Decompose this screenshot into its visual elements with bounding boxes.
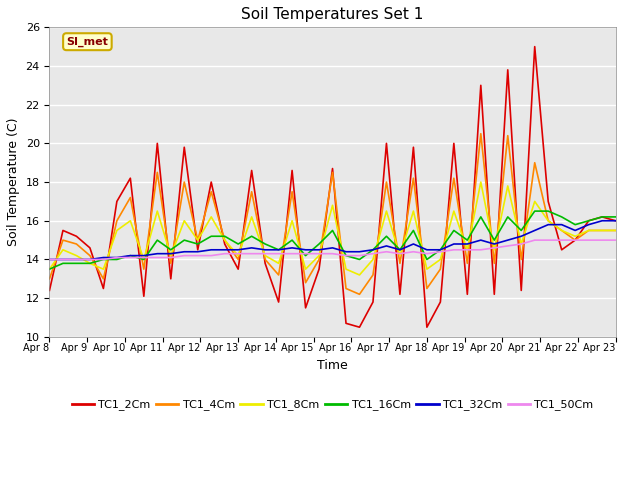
Legend: TC1_2Cm, TC1_4Cm, TC1_8Cm, TC1_16Cm, TC1_32Cm, TC1_50Cm: TC1_2Cm, TC1_4Cm, TC1_8Cm, TC1_16Cm, TC1… [67, 395, 598, 415]
Y-axis label: Soil Temperature (C): Soil Temperature (C) [7, 118, 20, 246]
Text: SI_met: SI_met [67, 36, 108, 47]
X-axis label: Time: Time [317, 359, 348, 372]
Title: Soil Temperatures Set 1: Soil Temperatures Set 1 [241, 7, 424, 22]
